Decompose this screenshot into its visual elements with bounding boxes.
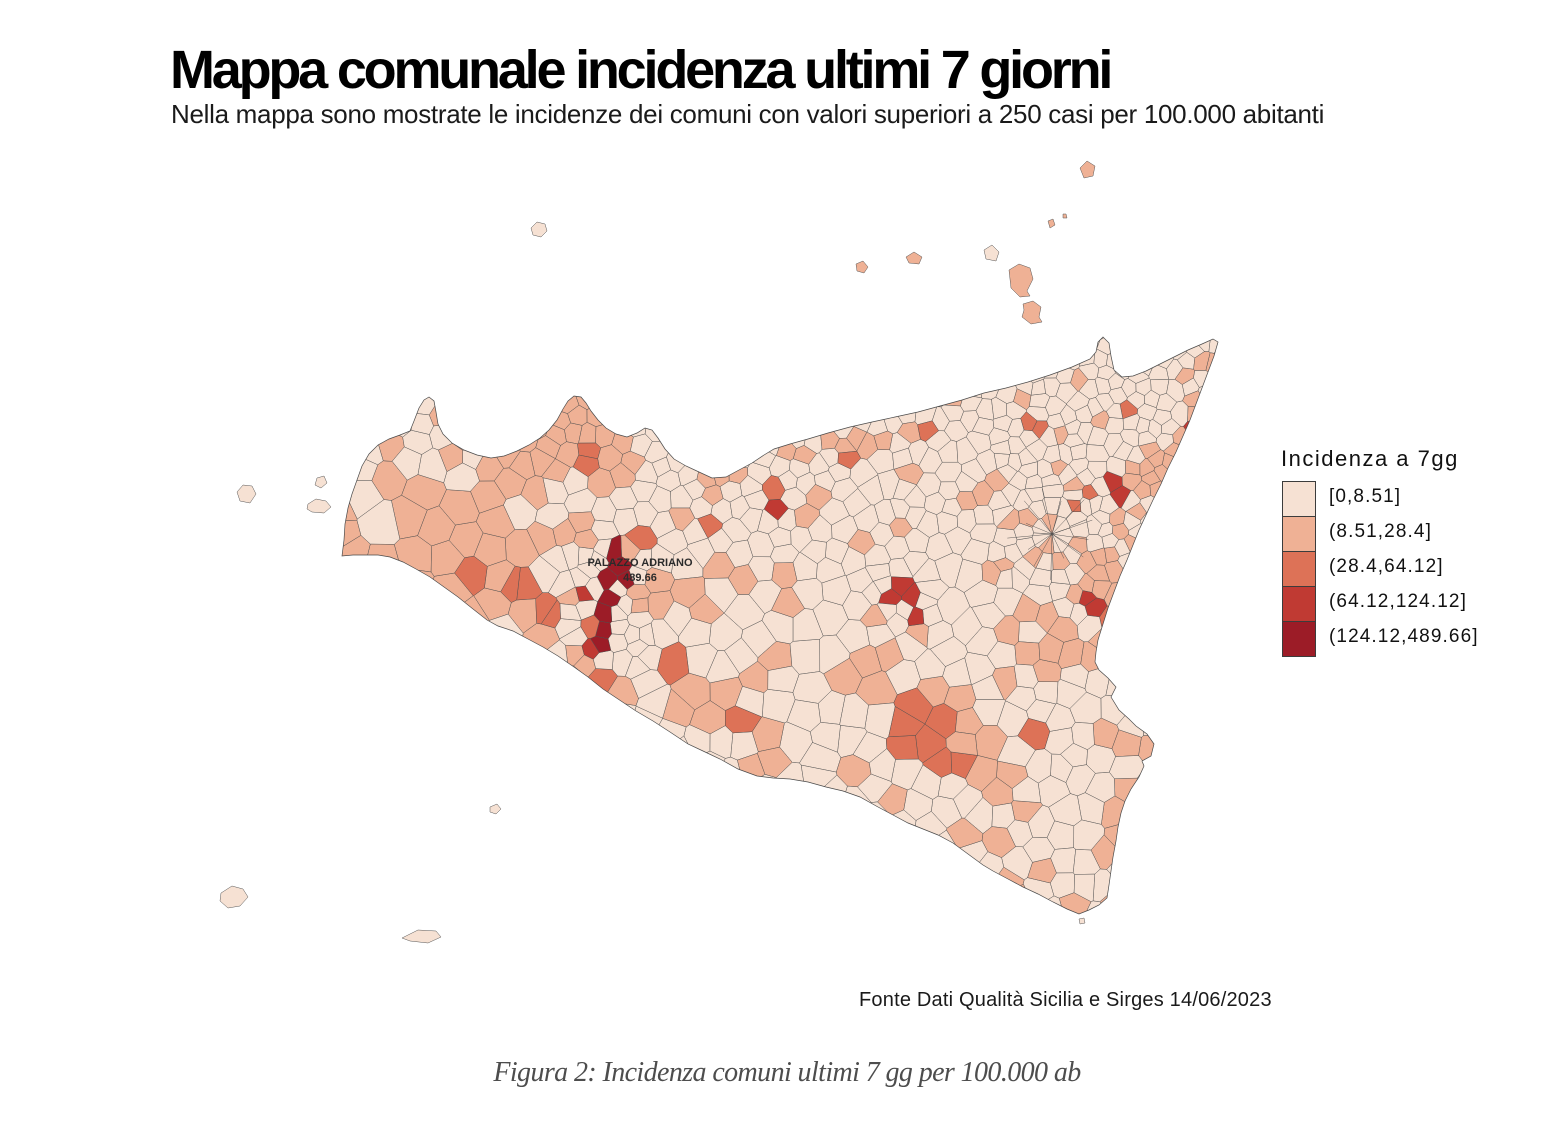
svg-text:PALAZZO ADRIANO: PALAZZO ADRIANO [587,557,693,569]
svg-text:489.66: 489.66 [623,572,657,584]
